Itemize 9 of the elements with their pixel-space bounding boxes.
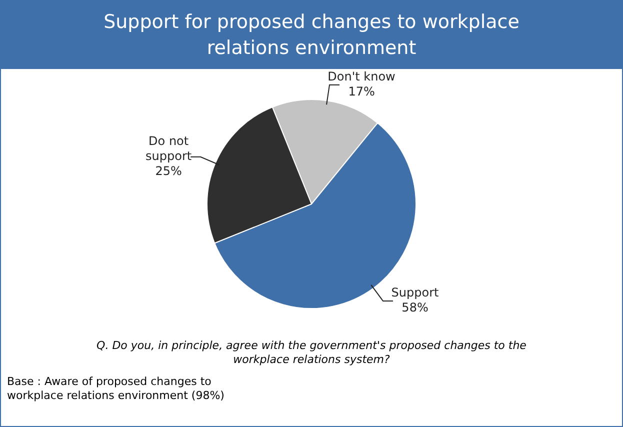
- data-label: 58%: [402, 300, 428, 315]
- data-label: 25%: [155, 164, 182, 178]
- slice-label: Don't know: [328, 69, 396, 84]
- slice-label: Support: [391, 286, 440, 300]
- text: Q. Do you, in principle, agree with the government's proposed changes to the workplace relations system?: [96, 339, 528, 367]
- slice-label: Do not support: [146, 134, 192, 164]
- data-label: 17%: [348, 84, 375, 98]
- chart-title: Support for proposed changes to workplace relations environment: [1, 1, 622, 69]
- text: Base : Aware of proposed changes to workplace relations environment (98%): [6, 374, 226, 403]
